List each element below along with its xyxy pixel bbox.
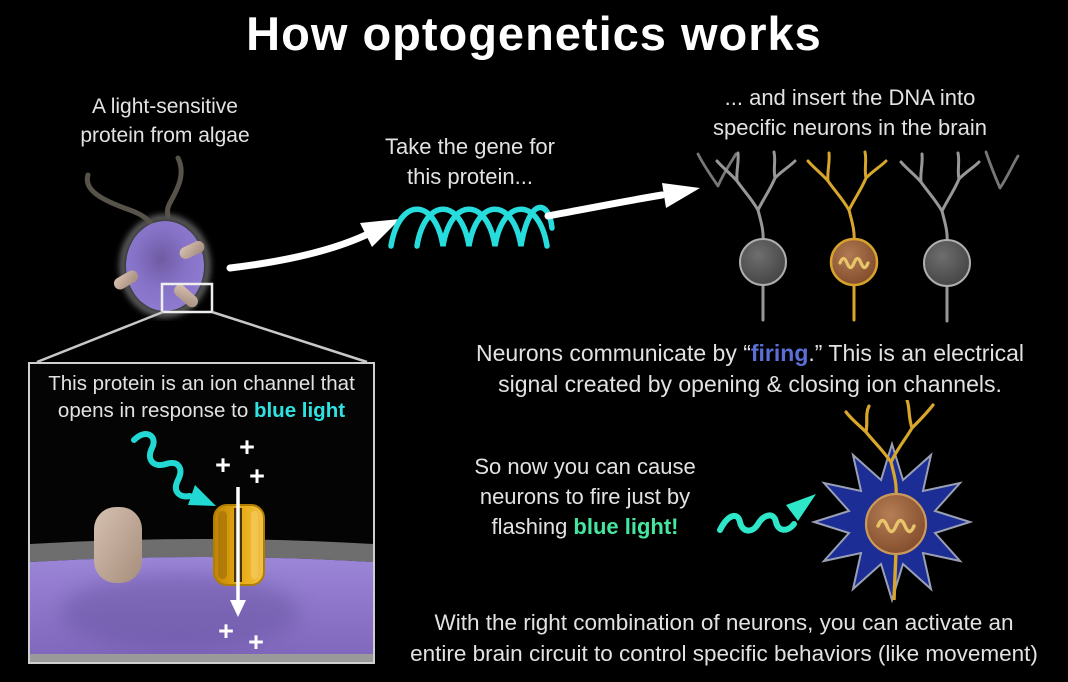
positive-ion-symbol: +: [218, 616, 234, 646]
flagellum-icon: [84, 172, 154, 227]
caption-line: Neurons communicate by “firing.” This is…: [443, 338, 1057, 369]
firing-neuron-axon: [892, 551, 898, 601]
dna-icon: [388, 204, 555, 249]
positive-ion-symbol: +: [215, 450, 231, 480]
flash-pre-text: flashing: [491, 513, 574, 539]
firing-word: firing: [750, 340, 809, 366]
blue-light-highlight: blue light: [253, 398, 346, 422]
dna-in-soma-icon: [876, 518, 916, 534]
firing-explanation: Neurons communicate by “firing.” This is…: [443, 338, 1057, 401]
positive-ion-symbol: +: [249, 461, 265, 491]
caption-line: entire brain circuit to control specific…: [410, 640, 1038, 666]
channel-box-caption: This protein is an ion channel that open…: [30, 364, 373, 424]
page-title: How optogenetics works: [246, 7, 822, 60]
firing-post-text: .” This is an electrical: [808, 340, 1024, 366]
neuron-gray-icon: [715, 150, 797, 322]
neuron-tagged-gold-icon: [806, 150, 888, 322]
insert-dna-caption: ... and insert the DNA into specific neu…: [650, 83, 1050, 143]
background-dendrites: [696, 152, 738, 188]
firing-pre-text: Neurons communicate by “: [476, 340, 751, 366]
flash-caption: So now you can cause neurons to fire jus…: [443, 452, 727, 542]
neurons-illustration: [696, 150, 1020, 323]
algae-caption: A light-sensitive protein from algae: [30, 93, 300, 150]
caption-line: specific neurons in the brain: [713, 114, 987, 140]
dna-in-soma-icon: [838, 256, 870, 270]
gene-caption: Take the gene for this protein...: [350, 132, 590, 192]
caption-line: signal created by opening & closing ion …: [498, 371, 1002, 398]
channel-protein-icon: [179, 241, 205, 259]
blue-light-arrow-icon: [131, 431, 216, 506]
conclusion-caption: With the right combination of neurons, y…: [383, 608, 1065, 669]
ion-channel-zoom-box: + + + + + This protein is an ion channel…: [28, 362, 375, 664]
caption-line: neurons to fire just by: [479, 483, 691, 509]
box-bottom-strip: [30, 654, 373, 662]
caption-line: A light-sensitive: [92, 95, 238, 118]
cell-glow: [120, 215, 210, 317]
membrane-illustration: + + + + +: [30, 364, 373, 662]
ion-channel-closed-icon: [94, 507, 142, 583]
caption-line: ... and insert the DNA into: [724, 85, 976, 110]
caption-line: opens in response to blue light: [30, 398, 373, 425]
caption-line: protein from algae: [80, 123, 250, 147]
blue-light-highlight: blue light!: [573, 513, 679, 539]
algae-cell-illustration: [84, 155, 210, 317]
caption-line: This protein is an ion channel that: [48, 372, 355, 395]
channel-pre-text: opens in response to: [57, 398, 254, 422]
positive-ion-symbol: +: [248, 627, 264, 657]
caption-line: With the right combination of neurons, y…: [434, 610, 1014, 635]
positive-ion-symbol: +: [239, 432, 255, 462]
interior-shading: [60, 574, 300, 650]
caption-line: Take the gene for: [384, 134, 555, 159]
flagellum-icon: [164, 155, 184, 219]
ion-flow-arrow-icon: [230, 487, 246, 617]
caption-line: this protein...: [407, 163, 533, 189]
caption-line: So now you can cause: [474, 454, 696, 479]
channel-protein-icon: [113, 270, 139, 290]
background-dendrites: [984, 150, 1020, 190]
neuron-gray-icon: [899, 151, 981, 323]
firing-neuron-illustration: [810, 400, 974, 604]
caption-line: flashing blue light!: [443, 512, 727, 542]
